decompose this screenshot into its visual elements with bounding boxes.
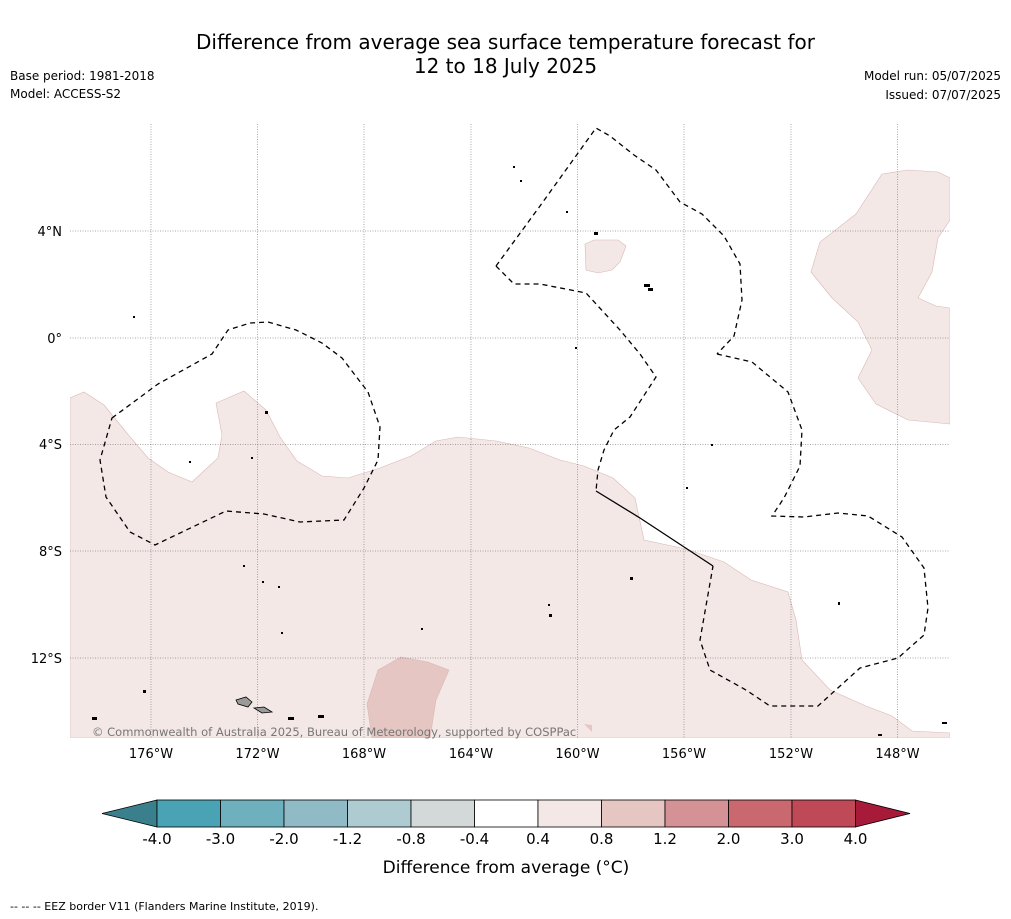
lon-label: 172°W <box>235 747 279 762</box>
colorbar-tick-label: -3.0 <box>206 830 235 848</box>
colorbar-cell <box>791 799 856 828</box>
colorbar-tick-label: 4.0 <box>844 830 868 848</box>
lon-label: 152°W <box>769 747 813 762</box>
eez-border-southeast <box>699 353 929 707</box>
lon-label: 148°W <box>875 747 919 762</box>
colorbar-cell <box>728 799 793 828</box>
colorbar: -4.0 -3.0 -2.0 -1.2 -0.8 -0.4 0.4 0.8 1.2 2.0 3.0 4… <box>101 799 911 878</box>
lon-label: 156°W <box>662 747 706 762</box>
anomaly-region-south <box>70 390 950 738</box>
colorbar-tick-label: 3.0 <box>780 830 804 848</box>
colorbar-cell <box>410 799 475 828</box>
colorbar-cell <box>601 799 666 828</box>
colorbar-cell <box>156 799 221 828</box>
colorbar-extend-high <box>855 799 911 828</box>
eez-footnote: -- -- -- EEZ border V11 (Flanders Marine… <box>10 900 319 913</box>
colorbar-cell <box>220 799 285 828</box>
colorbar-tick-label: 0.8 <box>590 830 614 848</box>
model-name: Model: ACCESS-S2 <box>10 87 122 101</box>
colorbar-cell <box>664 799 729 828</box>
colorbar-tick-label: 1.2 <box>653 830 677 848</box>
eez-border-central <box>495 265 657 492</box>
colorbar-cell <box>347 799 412 828</box>
colorbar-tick-label: -1.2 <box>333 830 362 848</box>
lon-labels: 176°W 172°W 168°W 164°W 160°W 156°W 152°… <box>129 747 920 762</box>
lat-label: 0° <box>47 332 62 347</box>
colorbar-label: Difference from average (°C) <box>383 858 630 878</box>
lon-label: 160°W <box>555 747 599 762</box>
lat-label: 4°S <box>39 438 62 453</box>
lon-label: 176°W <box>129 747 173 762</box>
title-line-1: Difference from average sea surface temp… <box>195 30 815 54</box>
lat-label: 8°S <box>39 545 62 560</box>
model-run: Model run: 05/07/2025 <box>863 69 1001 83</box>
colorbar-tick-label: -2.0 <box>269 830 298 848</box>
colorbar-cell <box>283 799 348 828</box>
chart-title: Difference from average sea surface temp… <box>0 30 1011 78</box>
issued-date: Issued: 07/07/2025 <box>885 88 1001 102</box>
colorbar-tick-label: 2.0 <box>717 830 741 848</box>
eez-border-solid-segment <box>595 490 714 567</box>
anomaly-region-corner <box>584 724 592 732</box>
colorbar-tick-label: -0.4 <box>460 830 489 848</box>
title-line-2: 12 to 18 July 2025 <box>413 54 598 78</box>
copyright-text: © Commonwealth of Australia 2025, Bureau… <box>92 725 576 739</box>
anomaly-region-strong <box>366 656 450 738</box>
lat-labels: 4°N 0° 4°S 8°S 12°S <box>31 225 62 667</box>
anomaly-region-small-north <box>584 239 627 274</box>
colorbar-tick-label: -0.8 <box>396 830 425 848</box>
island-samoa <box>235 696 253 708</box>
colorbar-tick-label: -4.0 <box>142 830 171 848</box>
colorbar-tick-label: 0.4 <box>526 830 550 848</box>
islands <box>92 166 947 736</box>
colorbar-cell <box>474 799 539 828</box>
lat-label: 4°N <box>38 225 63 240</box>
anomaly-region-northeast <box>810 169 950 425</box>
island-samoa-east <box>252 706 274 714</box>
lon-label: 164°W <box>449 747 493 762</box>
gridlines <box>70 124 950 738</box>
eez-borders <box>99 127 929 707</box>
colorbar-extend-low <box>101 799 158 828</box>
eez-border-line-islands <box>495 127 743 355</box>
lat-label: 12°S <box>31 652 62 667</box>
base-period: Base period: 1981-2018 <box>10 69 155 83</box>
colorbar-cell <box>537 799 602 828</box>
lon-label: 168°W <box>342 747 386 762</box>
